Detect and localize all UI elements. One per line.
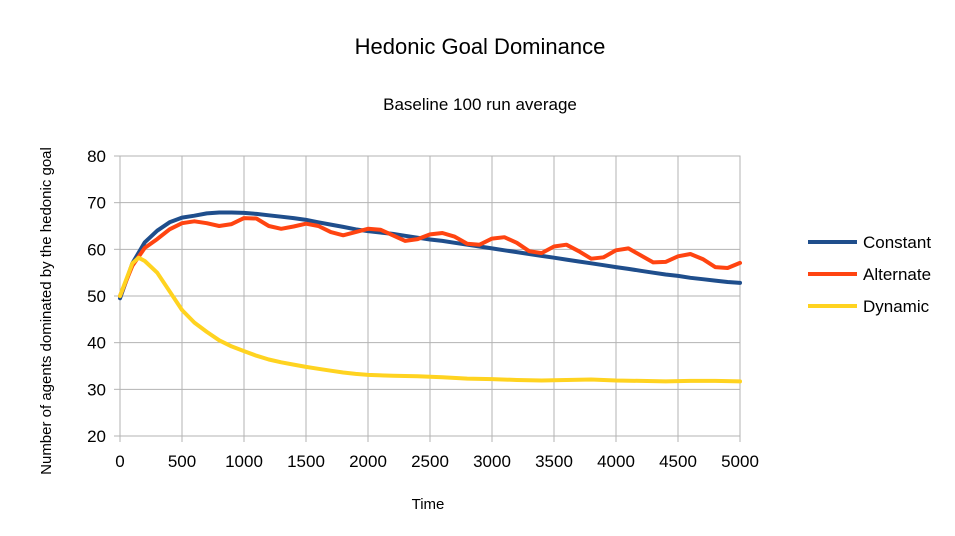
x-tick-label: 4500	[659, 452, 697, 471]
x-axis-label: Time	[412, 496, 445, 513]
series-lines	[118, 210, 742, 384]
x-axis-ticks: 0 500 1000 1500 2000 2500 3000 3500 4000 4500 5000	[115, 436, 759, 471]
series-line-alternate	[118, 216, 742, 298]
y-tick-label: 60	[87, 240, 106, 259]
y-axis-label: Number of agents dominated by the hedoni…	[38, 147, 55, 475]
legend: Constant Alternate Dynamic	[808, 233, 931, 316]
x-tick-label: 5000	[721, 452, 759, 471]
x-tick-label: 2000	[349, 452, 387, 471]
y-tick-label: 80	[87, 147, 106, 166]
gridlines	[119, 155, 741, 437]
y-tick-label: 50	[87, 287, 106, 306]
x-tick-label: 0	[115, 452, 124, 471]
x-tick-label: 1000	[225, 452, 263, 471]
x-tick-label: 3500	[535, 452, 573, 471]
legend-label-alternate: Alternate	[863, 265, 931, 284]
x-tick-label: 2500	[411, 452, 449, 471]
y-tick-label: 20	[87, 427, 106, 446]
y-tick-label: 30	[87, 380, 106, 399]
chart-title: Hedonic Goal Dominance	[355, 34, 606, 59]
y-axis-ticks: 20 30 40 50 60 70 80	[87, 147, 120, 446]
series-line-dynamic	[118, 255, 742, 384]
series-line-constant	[118, 210, 742, 301]
y-tick-label: 70	[87, 194, 106, 213]
legend-label-dynamic: Dynamic	[863, 297, 930, 316]
chart-subtitle: Baseline 100 run average	[383, 95, 577, 114]
x-tick-label: 500	[168, 452, 196, 471]
x-tick-label: 3000	[473, 452, 511, 471]
legend-label-constant: Constant	[863, 233, 931, 252]
x-tick-label: 1500	[287, 452, 325, 471]
x-tick-label: 4000	[597, 452, 635, 471]
y-tick-label: 40	[87, 334, 106, 353]
